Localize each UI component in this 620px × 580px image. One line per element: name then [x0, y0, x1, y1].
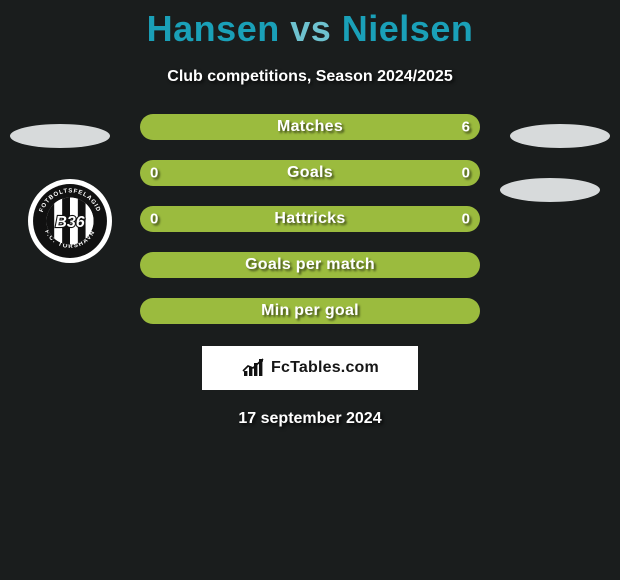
- right-ellipse-1: [510, 124, 610, 148]
- brand-text: FcTables.com: [271, 359, 379, 377]
- right-ellipse-2: [500, 178, 600, 202]
- title-player-b: Nielsen: [342, 8, 474, 49]
- stat-right: 0: [462, 211, 470, 228]
- club-badge-icon: FOTBOLTSFELAGID F.C. TORSHAVN B36: [28, 179, 112, 263]
- stat-left: 0: [150, 211, 158, 228]
- stat-label: Hattricks: [274, 210, 345, 228]
- stat-row-hattricks: 0 Hattricks 0: [140, 206, 480, 232]
- svg-text:B36: B36: [55, 214, 84, 231]
- title-player-a: Hansen: [147, 8, 280, 49]
- brand-box: FcTables.com: [202, 346, 418, 390]
- stat-row-matches: Matches 6: [140, 114, 480, 140]
- stat-label: Goals per match: [245, 256, 375, 274]
- subtitle: Club competitions, Season 2024/2025: [0, 68, 620, 86]
- stat-row-goals-per-match: Goals per match: [140, 252, 480, 278]
- page-title: Hansen vs Nielsen: [0, 0, 620, 50]
- club-badge: FOTBOLTSFELAGID F.C. TORSHAVN B36: [28, 179, 112, 263]
- stat-row-goals: 0 Goals 0: [140, 160, 480, 186]
- stat-label: Matches: [277, 118, 343, 136]
- stat-label: Min per goal: [261, 302, 359, 320]
- stat-label: Goals: [287, 164, 333, 182]
- date: 17 september 2024: [0, 410, 620, 428]
- stat-right: 6: [462, 119, 470, 136]
- stat-row-min-per-goal: Min per goal: [140, 298, 480, 324]
- bar-chart-icon: [241, 357, 267, 379]
- title-vs: vs: [290, 8, 331, 49]
- left-ellipse-1: [10, 124, 110, 148]
- stat-right: 0: [462, 165, 470, 182]
- stat-left: 0: [150, 165, 158, 182]
